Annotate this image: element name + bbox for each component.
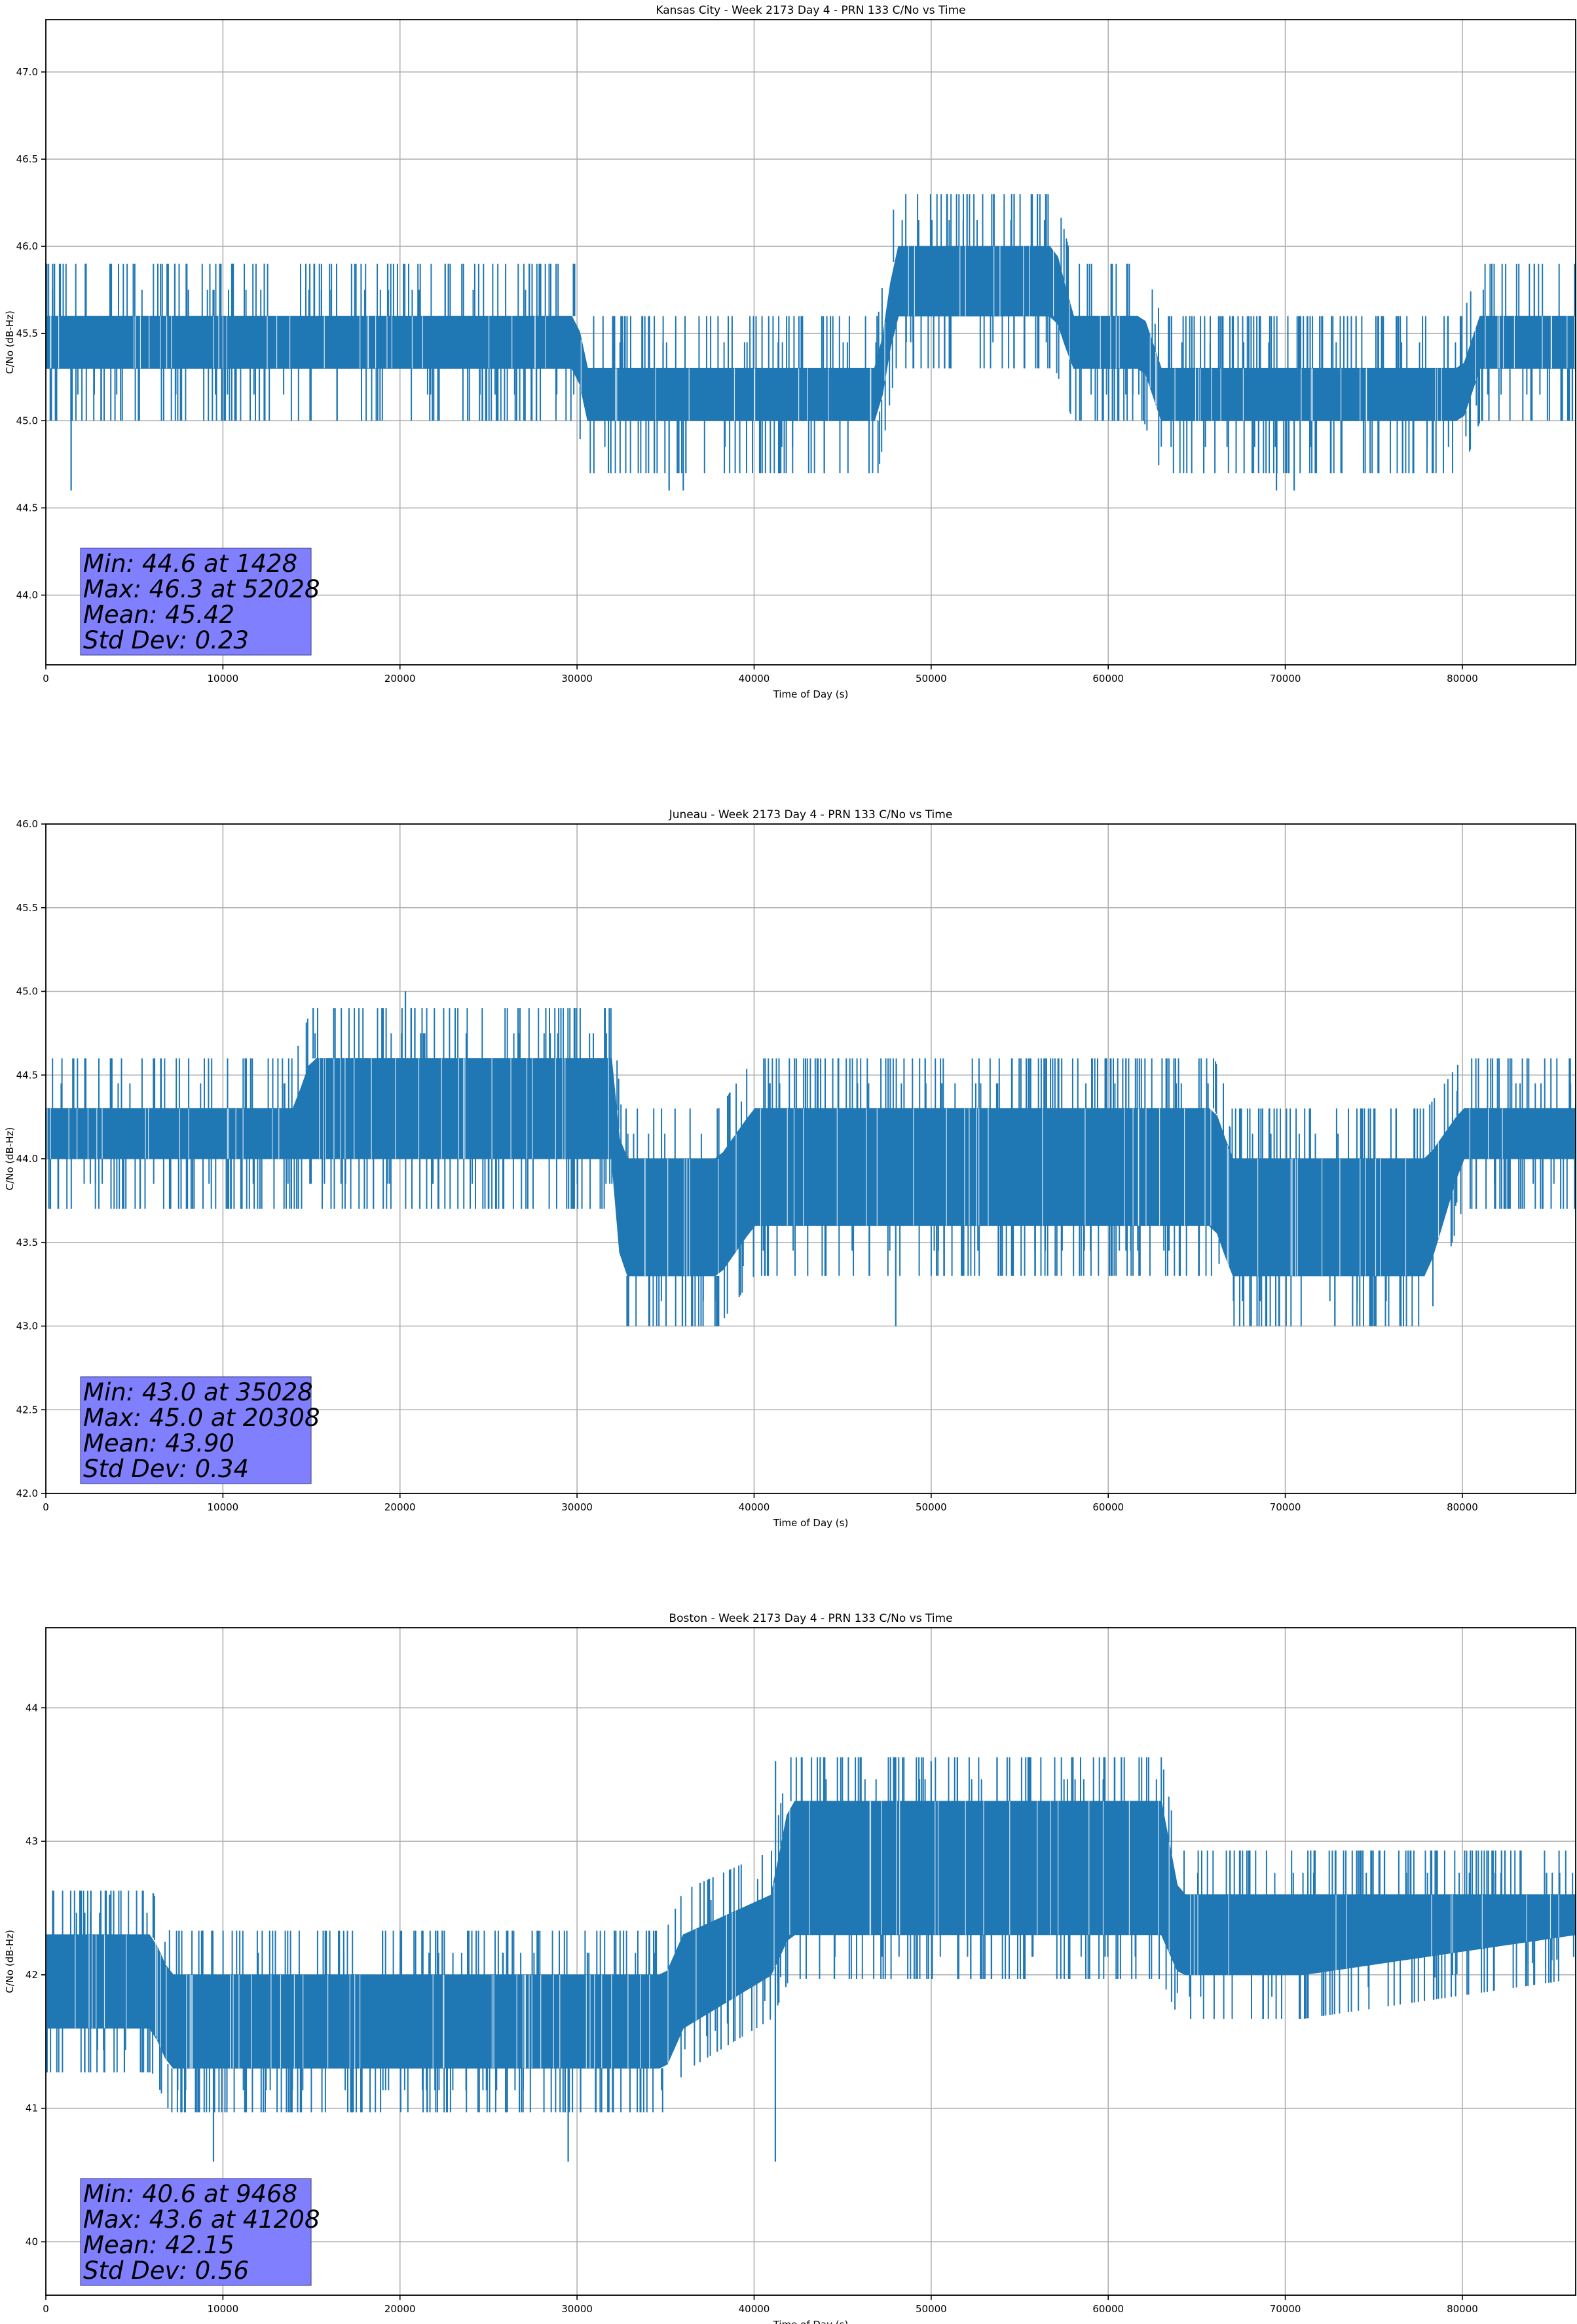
y-tick-label: 43 (26, 1835, 38, 1847)
y-tick-label: 44.0 (16, 1153, 38, 1165)
stats-box-background (80, 1376, 312, 1484)
stats-line: Min: 43.0 at 35028 (83, 1378, 313, 1406)
chart-panel-2: 0 10000 20000 30000 40000 50000 60000 70000 8000… (4, 808, 1576, 1529)
x-tick-label: 70000 (1270, 1501, 1301, 1513)
x-tick-label: 40000 (739, 2303, 770, 2315)
stats-box-background (80, 2178, 312, 2286)
stats-line: Max: 43.6 at 41208 (83, 2205, 320, 2234)
chart-title: Boston - Week 2173 Day 4 - PRN 133 C/No … (669, 1612, 952, 1625)
chart-title: Juneau - Week 2173 Day 4 - PRN 133 C/No … (669, 808, 953, 821)
chart-title: Kansas City - Week 2173 Day 4 - PRN 133 … (656, 4, 965, 17)
x-tick-label: 60000 (1092, 673, 1124, 684)
stats-line: Std Dev: 0.56 (83, 2257, 249, 2285)
y-tick-label: 44.5 (16, 502, 38, 514)
x-tick-label: 80000 (1447, 673, 1478, 684)
stats-line: Mean: 45.42 (83, 601, 234, 629)
stats-line: Max: 45.0 at 20308 (83, 1404, 320, 1432)
y-tick-label: 44.0 (16, 590, 38, 601)
y-tick-label: 43.5 (16, 1237, 38, 1248)
x-tick-label: 70000 (1270, 673, 1301, 684)
stats-line: Min: 44.6 at 1428 (83, 550, 297, 578)
y-tick-label: 42 (26, 1969, 38, 1981)
y-tick-label: 47.0 (16, 66, 38, 78)
stats-line: Max: 46.3 at 52028 (83, 575, 320, 603)
stats-line: Min: 40.6 at 9468 (83, 2180, 297, 2208)
x-tick-label: 10000 (208, 2303, 239, 2315)
x-tick-label: 0 (43, 1501, 49, 1513)
y-axis-label: C/No (dB-Hz) (4, 1127, 16, 1191)
data-series (46, 194, 1576, 491)
x-tick-label: 10000 (208, 1501, 239, 1513)
x-tick-label: 20000 (384, 1501, 416, 1513)
x-axis-label: Time of Day (s) (773, 2319, 849, 2324)
x-tick-label: 80000 (1447, 2303, 1478, 2315)
axes-frame (45, 1627, 1576, 2296)
data-series (46, 991, 1576, 1326)
x-tick-label: 70000 (1270, 2303, 1301, 2315)
y-tick-label: 44.5 (16, 1069, 38, 1081)
x-axis-label: Time of Day (s) (773, 688, 849, 700)
x-tick-label: 30000 (561, 673, 593, 684)
x-axis-label: Time of Day (s) (773, 1517, 849, 1529)
x-tick-label: 30000 (561, 1501, 593, 1513)
x-tick-label: 50000 (916, 2303, 947, 2315)
x-tick-label: 20000 (384, 673, 416, 684)
x-tick-label: 60000 (1092, 2303, 1124, 2315)
data-band (46, 1801, 1576, 2069)
y-axis-label: C/No (dB-Hz) (4, 310, 16, 374)
axes-frame (45, 19, 1576, 665)
y-axis-label: C/No (dB-Hz) (4, 1930, 16, 1993)
y-tick-label: 45.0 (16, 986, 38, 998)
x-tick-label: 40000 (739, 1501, 770, 1513)
x-tick-label: 80000 (1447, 1501, 1478, 1513)
stats-line: Mean: 43.90 (83, 1429, 234, 1457)
y-tick-label: 42.0 (16, 1488, 38, 1499)
chart-panel-3: 0 10000 20000 30000 40000 50000 60000 70000 8000… (4, 1612, 1576, 2324)
y-tick-label: 40 (26, 2236, 38, 2247)
stats-box-background (80, 548, 312, 656)
y-tick-label: 41 (26, 2103, 38, 2114)
y-tick-label: 43.0 (16, 1321, 38, 1332)
x-tick-label: 40000 (739, 673, 770, 684)
y-tick-label: 45.5 (16, 902, 38, 914)
x-tick-label: 60000 (1092, 1501, 1124, 1513)
chart-panel-1: 0 10000 20000 30000 40000 50000 60000 70000 8000… (4, 4, 1576, 700)
x-tick-label: 50000 (916, 673, 947, 684)
stats-line: Std Dev: 0.23 (83, 626, 249, 654)
y-tick-label: 46.5 (16, 153, 38, 165)
x-tick-label: 0 (43, 2303, 49, 2315)
x-tick-label: 50000 (916, 1501, 947, 1513)
data-series (46, 1757, 1576, 2162)
y-tick-label: 44 (26, 1702, 38, 1714)
stats-line: Mean: 42.15 (83, 2231, 234, 2259)
y-tick-label: 46.0 (16, 240, 38, 252)
y-tick-label: 46.0 (16, 818, 38, 830)
x-tick-label: 20000 (384, 2303, 416, 2315)
stats-line: Std Dev: 0.34 (83, 1455, 249, 1483)
x-tick-label: 30000 (561, 2303, 593, 2315)
x-tick-label: 10000 (208, 673, 239, 684)
x-tick-label: 0 (43, 673, 49, 684)
y-tick-label: 45.0 (16, 415, 38, 426)
y-tick-label: 45.5 (16, 328, 38, 339)
y-tick-label: 42.5 (16, 1404, 38, 1415)
